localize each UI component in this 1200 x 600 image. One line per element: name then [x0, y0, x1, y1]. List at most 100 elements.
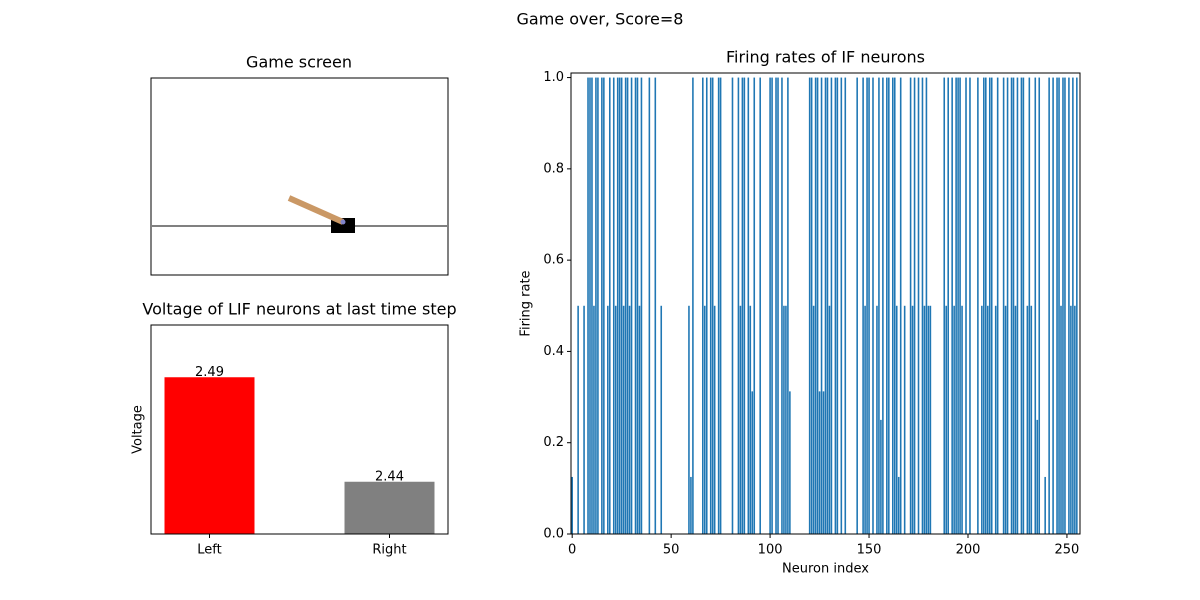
bar: [1036, 419, 1039, 534]
pole: [287, 195, 345, 225]
bar: [985, 77, 987, 534]
bar: [597, 77, 599, 534]
bar: [818, 391, 821, 534]
bar: [913, 77, 916, 534]
bar: [589, 77, 591, 534]
bar: [1026, 305, 1029, 534]
bar: [618, 77, 621, 534]
bar: [1004, 305, 1007, 534]
bar: [893, 77, 896, 534]
bar: [1048, 77, 1050, 534]
panel-title: Voltage of LIF neurons at last time step: [142, 300, 456, 319]
bar: [880, 419, 882, 534]
bar: [634, 77, 637, 534]
y-tick-label: 0.6: [543, 253, 564, 268]
bar: [1012, 77, 1015, 534]
bar: [624, 77, 627, 534]
bar: [834, 77, 837, 534]
bar: [1070, 305, 1072, 534]
bar: [344, 481, 435, 534]
bar: [630, 77, 633, 534]
bar: [996, 77, 999, 534]
bar: [583, 305, 585, 534]
bar: [713, 305, 716, 534]
bar: [622, 305, 625, 534]
bar: [731, 77, 734, 534]
x-tick-label: 50: [663, 543, 680, 558]
axes-frame: [570, 72, 1081, 535]
bar: [640, 77, 643, 534]
bar: [917, 77, 920, 534]
y-tick-label: 0.0: [543, 527, 564, 542]
bar: [983, 77, 985, 534]
bar: [990, 77, 993, 534]
y-tick-label: 0.2: [543, 435, 564, 450]
x-tick-label: 200: [956, 543, 981, 558]
bar: [737, 77, 740, 534]
bar: [1068, 77, 1070, 534]
bar: [897, 476, 900, 534]
panel-title: Game screen: [246, 53, 352, 72]
y-tick-label: 1.0: [543, 70, 564, 85]
value-label: 2.44: [375, 469, 404, 484]
bar: [608, 77, 611, 534]
bar: [739, 305, 742, 534]
bar: [862, 77, 864, 534]
bar: [844, 77, 847, 534]
bar: [903, 305, 906, 534]
bar: [620, 77, 623, 534]
bar: [743, 77, 746, 534]
game-screen: [150, 77, 449, 276]
bar: [703, 305, 706, 534]
bar: [587, 77, 589, 534]
x-tick-label: 100: [758, 543, 783, 558]
bar: [947, 77, 949, 534]
bar: [876, 305, 878, 534]
bar: [1062, 77, 1064, 534]
bar: [601, 77, 603, 534]
bar: [945, 305, 948, 534]
bar: [816, 77, 819, 534]
bar: [705, 77, 708, 534]
x-tick-label: Right: [372, 543, 406, 558]
bar: [1020, 77, 1023, 534]
bar: [836, 77, 839, 534]
bar: [612, 77, 615, 534]
bar: [1064, 77, 1066, 534]
x-axis-label: Neuron index: [782, 562, 869, 577]
bar: [830, 77, 833, 534]
bar: [994, 305, 997, 534]
bar: [614, 305, 617, 534]
bar: [1038, 77, 1041, 534]
bar: [591, 77, 593, 534]
bar: [628, 305, 631, 534]
bar: [1022, 77, 1025, 534]
bar: [688, 305, 690, 534]
bar: [1060, 305, 1062, 534]
bar: [1014, 305, 1017, 534]
bar: [741, 77, 744, 534]
bar: [864, 305, 866, 534]
bar: [692, 77, 694, 534]
bar: [787, 77, 789, 534]
x-tick-label: 250: [1055, 543, 1080, 558]
bar: [953, 305, 955, 534]
bar: [955, 77, 957, 534]
game-frame: [150, 77, 449, 276]
bar: [577, 305, 579, 534]
bar: [886, 77, 888, 534]
bar: [747, 77, 750, 534]
bar: [866, 77, 868, 534]
bar: [812, 305, 815, 534]
bar: [957, 77, 959, 534]
bar: [895, 305, 898, 534]
bar: [607, 305, 609, 534]
bar: [785, 305, 787, 534]
bar: [654, 77, 657, 534]
bar: [961, 305, 963, 534]
bar: [1002, 77, 1005, 534]
bar: [977, 77, 979, 534]
bar: [927, 305, 930, 534]
axes-frame: [150, 324, 449, 535]
